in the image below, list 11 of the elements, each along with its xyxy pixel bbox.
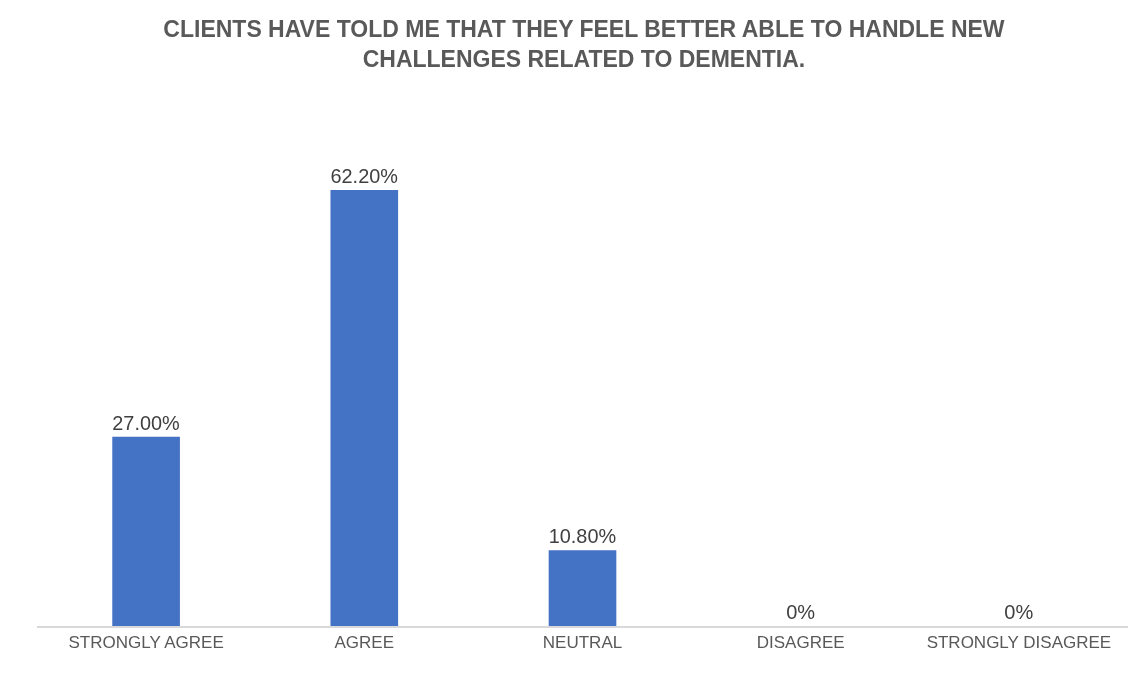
data-label: 0% xyxy=(1004,601,1034,623)
x-tick-label: STRONGLY AGREE xyxy=(68,633,224,653)
x-tick-label: NEUTRAL xyxy=(542,633,623,653)
x-tick-label: AGREE xyxy=(334,633,395,653)
data-label: 0% xyxy=(786,601,816,623)
chart-title: CLIENTS HAVE TOLD ME THAT THEY FEEL BETTER ABLE TO HANDLE NEW CHALLENGES RELATED TO DEMENTIA. xyxy=(163,16,1005,73)
x-tick-label: STRONGLY DISAGREE xyxy=(926,633,1112,653)
data-label: 27.00% xyxy=(112,411,180,434)
x-tick-label: DISAGREE xyxy=(756,633,845,653)
data-label: 10.80% xyxy=(548,525,617,548)
data-label: 62.20% xyxy=(330,164,398,187)
